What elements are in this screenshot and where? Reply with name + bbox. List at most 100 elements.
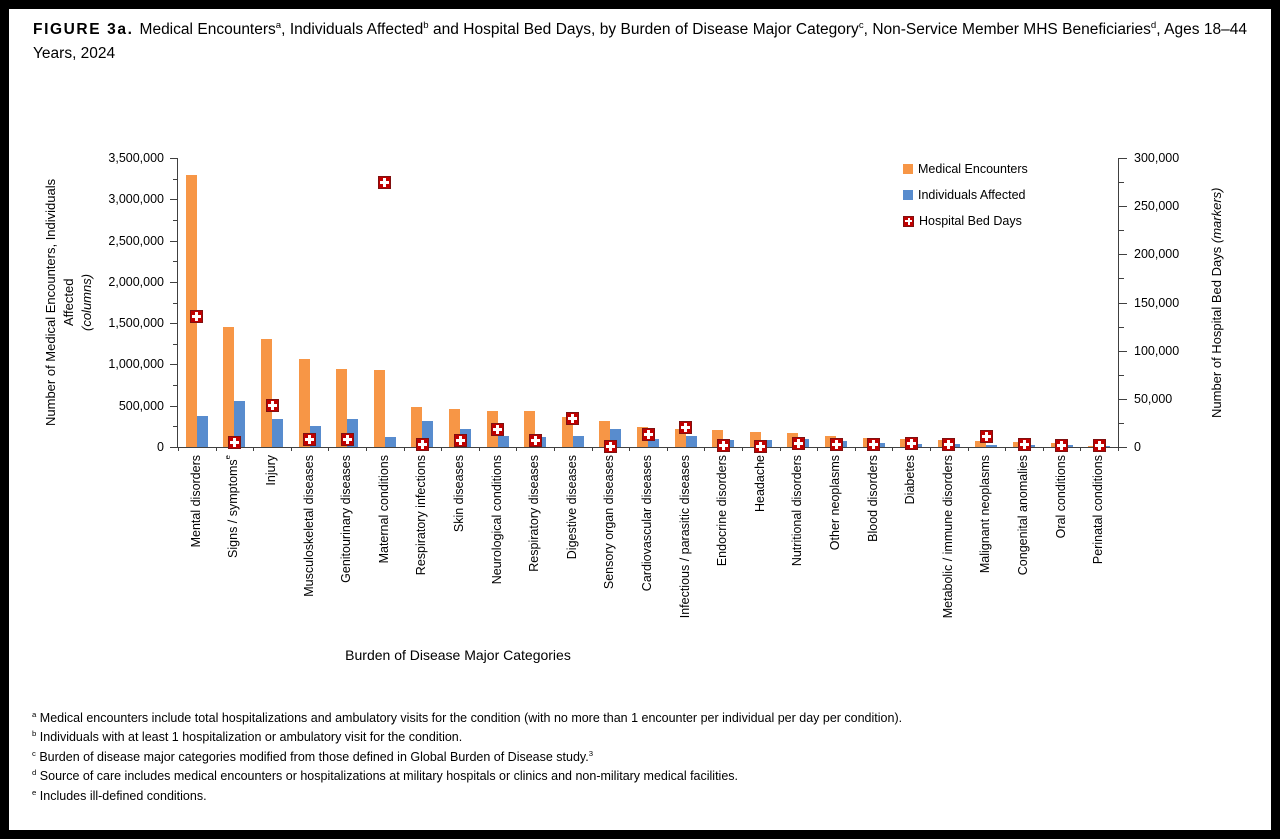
- hospital-bed-days-marker: [603, 439, 617, 453]
- category-label: Oral conditions: [1053, 455, 1068, 539]
- right-axis-tick: [1119, 350, 1127, 352]
- bar-individuals-affected: [610, 428, 622, 447]
- left-y-axis-title-main: Number of Medical Encounters, Individual…: [43, 178, 76, 427]
- right-axis-tick: [1119, 182, 1124, 184]
- figure-title: FIGURE 3a. Medical Encountersa, Individua…: [33, 18, 1247, 67]
- footnote-e: e Includes ill-defined conditions.: [32, 787, 207, 803]
- category-label: Respiratory infections: [414, 455, 429, 576]
- bar-medical-encounters: [599, 420, 611, 447]
- right-axis-tick-label: 150,000: [1134, 295, 1180, 310]
- figure-label: FIGURE 3a.: [33, 21, 134, 38]
- left-axis-tick-label: 3,000,000: [108, 192, 164, 207]
- hospital-bed-days-marker: [1092, 438, 1106, 452]
- individuals-affected-swatch-icon: [903, 190, 913, 200]
- hospital-bed-days-marker: [227, 435, 241, 449]
- legend-item-hospital-bed-days: Hospital Bed Days: [903, 212, 1028, 230]
- bar-individuals-affected: [422, 420, 434, 447]
- x-axis-tick: [591, 447, 593, 451]
- hospital-bed-days-marker: [641, 427, 655, 441]
- bar-medical-encounters: [261, 338, 272, 447]
- x-axis-tick: [930, 447, 931, 451]
- x-axis-tick: [215, 447, 217, 451]
- category-label: Signs / symptomse: [223, 455, 241, 558]
- x-axis-tick: [178, 447, 179, 451]
- bar-individuals-affected: [648, 438, 659, 447]
- x-axis-tick: [779, 447, 781, 451]
- right-axis-tick-label: 0: [1134, 440, 1141, 454]
- bar-individuals-affected: [272, 418, 283, 447]
- category-label: Endocrine disorders: [715, 455, 730, 567]
- category-label: Blood disorders: [865, 455, 880, 542]
- bar-individuals-affected: [196, 415, 208, 447]
- bar-medical-encounters: [674, 429, 686, 447]
- footnote-d: d Source of care includes medical encoun…: [32, 768, 739, 784]
- left-axis-tick: [173, 219, 178, 221]
- left-axis-tick: [173, 426, 178, 428]
- left-axis-tick: [170, 364, 178, 366]
- hospital-bed-days-marker: [265, 399, 279, 413]
- x-axis-tick: [629, 447, 631, 451]
- x-axis-tick: [328, 447, 330, 451]
- hospital-bed-days-marker: [303, 432, 317, 446]
- right-axis-tick-label: 200,000: [1134, 247, 1180, 262]
- x-axis-tick: [516, 447, 518, 451]
- right-axis-tick: [1119, 254, 1127, 256]
- category-label: Neurological conditions: [489, 455, 504, 585]
- category-label: Digestive diseases: [564, 455, 579, 560]
- x-axis-tick: [366, 447, 367, 451]
- bar-medical-encounters: [712, 430, 724, 447]
- left-axis-tick: [173, 385, 178, 387]
- medical-encounters-swatch-icon: [903, 164, 913, 174]
- right-axis-tick: [1119, 302, 1127, 304]
- left-axis-tick: [170, 158, 178, 159]
- title-segment: , Non-Service Member MHS Beneficiaries: [863, 21, 1151, 38]
- right-axis-tick-label: 50,000: [1134, 391, 1173, 406]
- hospital-bed-days-marker: [340, 432, 354, 446]
- right-axis-tick: [1119, 206, 1127, 208]
- bar-individuals-affected: [497, 436, 509, 447]
- category-label: Genitourinary diseases: [339, 455, 354, 583]
- left-axis-tick: [173, 343, 178, 345]
- category-label: Other neoplasms: [828, 455, 842, 551]
- hospital-bed-days-marker: [1055, 438, 1069, 452]
- left-axis-tick: [173, 302, 178, 304]
- left-axis-tick: [170, 323, 178, 325]
- left-axis-tick-label: 500,000: [118, 398, 164, 413]
- legend-item-medical-encounters: Medical Encounters: [903, 160, 1028, 178]
- title-segment: Medical Encounters: [139, 21, 276, 38]
- x-axis-tick: [892, 447, 894, 451]
- hospital-bed-days-marker: [491, 423, 505, 437]
- x-axis-title: Burden of Disease Major Categories: [345, 647, 571, 663]
- x-axis-tick: [478, 447, 480, 451]
- bar-medical-encounters: [411, 406, 423, 447]
- right-axis-tick-label: 100,000: [1134, 343, 1180, 358]
- right-axis-tick: [1119, 374, 1124, 376]
- left-axis-tick-label: 1,500,000: [108, 316, 164, 331]
- right-axis-tick: [1119, 398, 1127, 400]
- right-y-axis-title: Number of Hospital Bed Days (markers): [1208, 158, 1230, 447]
- category-label: Perinatal conditions: [1091, 455, 1106, 565]
- bar-medical-encounters: [524, 411, 536, 447]
- footnote-b: b Individuals with at least 1 hospitaliz…: [32, 729, 463, 745]
- hospital-bed-days-marker: [829, 437, 843, 451]
- hospital-bed-days-marker: [190, 310, 204, 324]
- title-superscript: b: [423, 19, 429, 31]
- hospital-bed-days-marker: [415, 437, 429, 451]
- hospital-bed-days-marker: [528, 433, 542, 447]
- figure-background: [9, 9, 1271, 830]
- chart-legend: Medical Encounters Individuals Affected …: [903, 160, 1028, 238]
- left-axis-tick-label: 0: [157, 440, 164, 454]
- right-axis-tick: [1119, 422, 1124, 424]
- category-label: Sensory organ diseases: [602, 455, 617, 590]
- legend-item-individuals-affected: Individuals Affected: [903, 186, 1028, 204]
- hospital-bed-days-marker: [942, 437, 956, 451]
- category-label: Metabolic / immune disorders: [940, 455, 955, 619]
- right-axis-tick: [1119, 278, 1124, 280]
- legend-label-medical-encounters: Medical Encounters: [918, 162, 1028, 176]
- x-axis-tick: [1080, 447, 1082, 451]
- left-axis-tick: [170, 281, 178, 283]
- bar-individuals-affected: [685, 436, 697, 447]
- hospital-bed-days-marker: [904, 436, 918, 450]
- category-label: Injury: [264, 455, 278, 486]
